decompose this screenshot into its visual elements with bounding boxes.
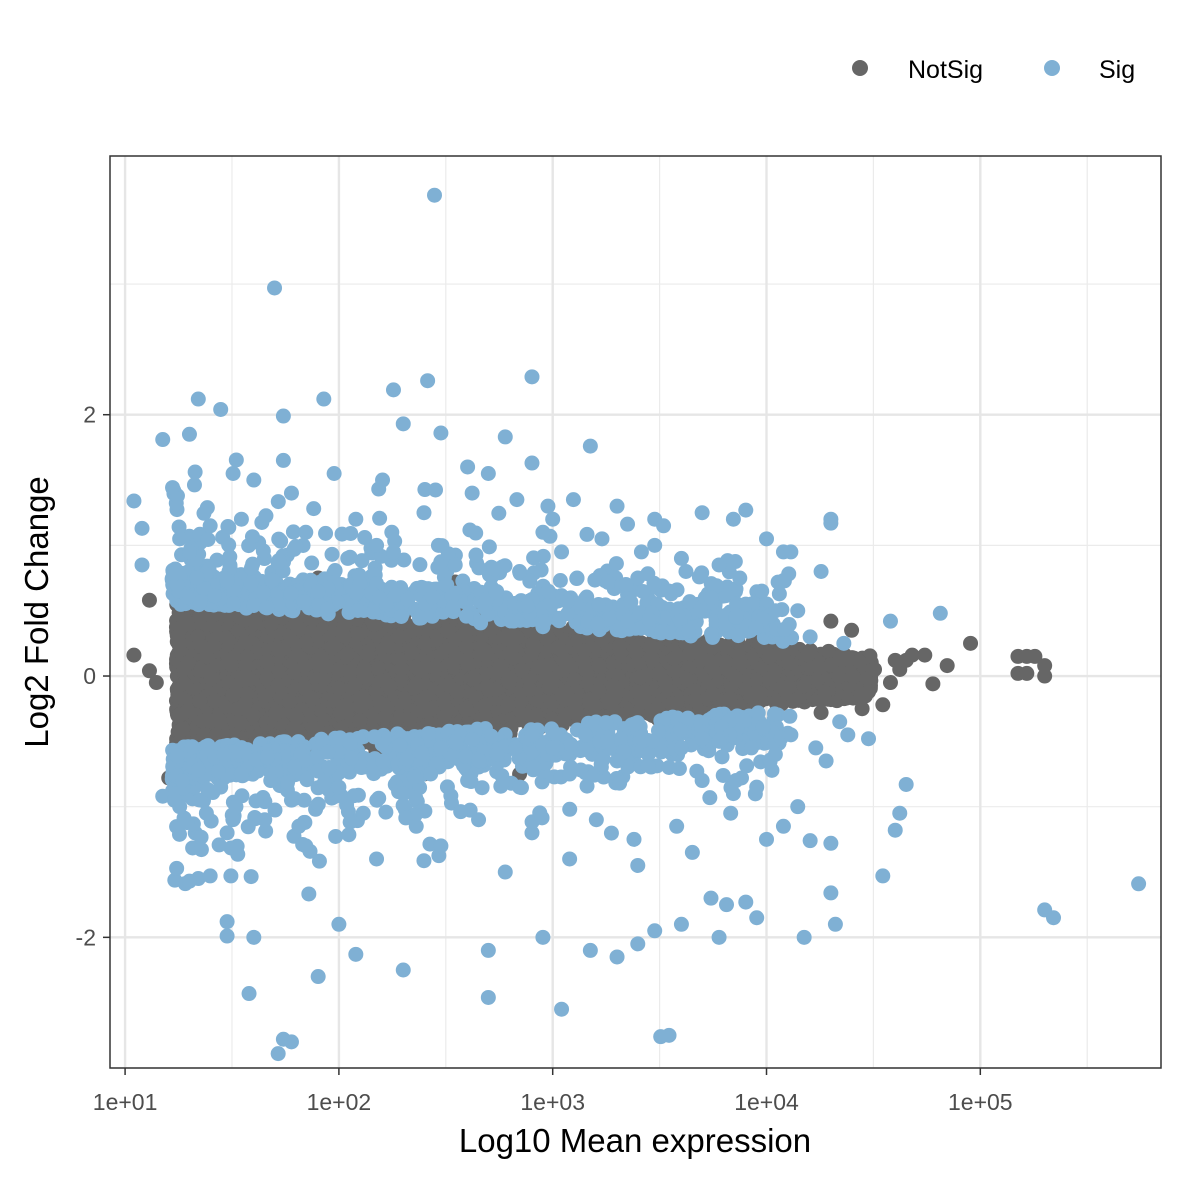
notsig-point bbox=[666, 650, 682, 666]
notsig-point bbox=[370, 660, 386, 676]
notsig-point bbox=[350, 626, 366, 642]
notsig-point bbox=[207, 693, 223, 709]
notsig-point bbox=[360, 647, 376, 663]
notsig-point bbox=[232, 715, 248, 731]
notsig-point bbox=[257, 688, 273, 704]
notsig-point bbox=[550, 639, 566, 655]
notsig-point bbox=[800, 647, 816, 663]
notsig-point bbox=[297, 658, 313, 674]
notsig-point bbox=[591, 657, 607, 673]
